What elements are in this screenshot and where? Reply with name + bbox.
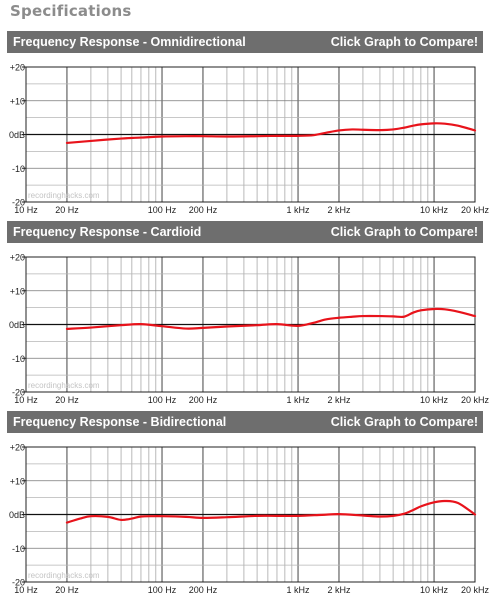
x-tick-label: 10 kHz <box>420 585 449 595</box>
y-tick-label: -10 <box>12 164 25 174</box>
chart-title: Frequency Response - Omnidirectional <box>13 35 246 49</box>
frequency-response-line <box>65 499 477 524</box>
y-tick-label: -20 <box>12 198 25 208</box>
x-tick-label: 10 Hz <box>14 205 38 215</box>
frequency-response-line <box>65 307 477 330</box>
x-tick-label: 2 kHz <box>327 585 351 595</box>
watermark: recordinghacks.com <box>28 191 100 200</box>
x-tick-label: 200 Hz <box>189 395 218 405</box>
y-tick-label: +20 <box>10 63 25 73</box>
x-tick-label: 2 kHz <box>327 205 351 215</box>
x-tick-label: 100 Hz <box>148 585 177 595</box>
y-tick-label: +10 <box>10 286 25 296</box>
x-tick-label: 1 kHz <box>287 395 311 405</box>
x-tick-label: 10 kHz <box>420 395 449 405</box>
y-tick-label: 0dB <box>9 130 25 140</box>
x-tick-label: 20 Hz <box>55 395 79 405</box>
x-tick-label: 1 kHz <box>287 205 311 215</box>
y-tick-label: -10 <box>12 354 25 364</box>
x-tick-label: 20 kHz <box>461 205 490 215</box>
x-tick-label: 20 Hz <box>55 205 79 215</box>
y-tick-label: +20 <box>10 253 25 263</box>
compare-link[interactable]: Click Graph to Compare! <box>330 225 478 239</box>
watermark: recordinghacks.com <box>28 381 100 390</box>
y-tick-label: -20 <box>12 578 25 588</box>
y-tick-label: +10 <box>10 476 25 486</box>
y-tick-label: 0dB <box>9 320 25 330</box>
cardioid-header-bar[interactable]: Frequency Response - Cardioid Click Grap… <box>7 221 483 243</box>
x-tick-label: 10 kHz <box>420 205 449 215</box>
compare-link[interactable]: Click Graph to Compare! <box>330 415 478 429</box>
omnidirectional-header-bar[interactable]: Frequency Response - Omnidirectional Cli… <box>7 31 483 53</box>
watermark: recordinghacks.com <box>28 571 100 580</box>
x-tick-label: 200 Hz <box>189 205 218 215</box>
x-tick-label: 1 kHz <box>287 585 311 595</box>
x-tick-label: 10 Hz <box>14 395 38 405</box>
x-tick-label: 2 kHz <box>327 395 351 405</box>
x-tick-label: 100 Hz <box>148 205 177 215</box>
frequency-response-line <box>65 122 477 145</box>
y-tick-label: +20 <box>10 443 25 453</box>
y-tick-label: 0dB <box>9 510 25 520</box>
x-tick-label: 200 Hz <box>189 585 218 595</box>
x-tick-label: 20 kHz <box>461 585 490 595</box>
y-tick-label: +10 <box>10 96 25 106</box>
y-tick-label: -20 <box>12 388 25 398</box>
chart-title: Frequency Response - Cardioid <box>13 225 202 239</box>
x-tick-label: 10 Hz <box>14 585 38 595</box>
x-tick-label: 20 kHz <box>461 395 490 405</box>
compare-link[interactable]: Click Graph to Compare! <box>330 35 478 49</box>
y-tick-label: -10 <box>12 544 25 554</box>
bidirectional-header-bar[interactable]: Frequency Response - Bidirectional Click… <box>7 411 483 433</box>
page-title: Specifications <box>10 2 132 20</box>
x-tick-label: 20 Hz <box>55 585 79 595</box>
chart-title: Frequency Response - Bidirectional <box>13 415 227 429</box>
x-tick-label: 100 Hz <box>148 395 177 405</box>
